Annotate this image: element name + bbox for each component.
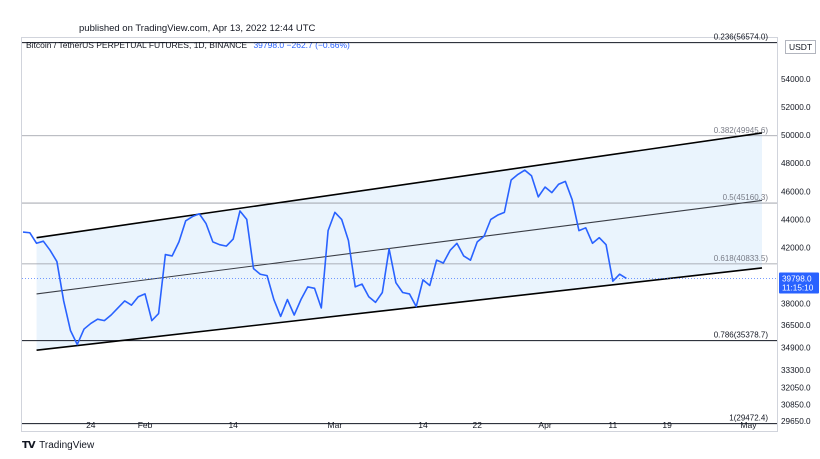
channel-lower-line (36, 267, 763, 351)
fib-level-label: 0.618(40833.5) (714, 254, 769, 263)
chart-frame[interactable] (21, 37, 778, 432)
tradingview-footer: 𝗧𝗩 TradingView (22, 440, 94, 451)
time-axis-tick-label: Mar (328, 420, 343, 430)
time-axis-tick-label: 14 (418, 420, 428, 430)
price-axis-tick-label: 38000.0 (781, 300, 811, 309)
time-axis-tick-label: Apr (538, 420, 551, 430)
time-axis-tick-label: Feb (138, 420, 153, 430)
quote-values: 39798.0 −262.7 (−0.66%) (253, 40, 350, 50)
price-axis-tick-label: 42000.0 (781, 244, 811, 253)
price-axis-tick-label: 46000.0 (781, 187, 811, 196)
time-axis-tick-label: 22 (473, 420, 483, 430)
last-price-countdown: 11:15:10 (782, 283, 814, 292)
symbol-title: Bitcoin / TetherUS PERPETUAL FUTURES, 1D… (26, 40, 248, 50)
price-axis-tick-label: 30850.0 (781, 400, 811, 409)
price-axis-tick-label: 32050.0 (781, 383, 811, 392)
price-axis-tick-label: 52000.0 (781, 103, 811, 112)
price-axis-tick-label: 36500.0 (781, 321, 811, 330)
channel-fill (36, 132, 762, 351)
fib-level-label: 0.382(49945.6) (714, 126, 769, 135)
fib-level-label: 0.236(56574.0) (714, 33, 769, 42)
fib-level-label: 0.5(45160.3) (723, 193, 769, 202)
time-axis-tick-label: 14 (228, 420, 238, 430)
symbol-legend[interactable]: Bitcoin / TetherUS PERPETUAL FUTURES, 1D… (26, 40, 350, 50)
currency-unit-label[interactable]: USDT (785, 40, 817, 54)
price-axis-tick-label: 54000.0 (781, 75, 811, 84)
price-axis-tick-label: 48000.0 (781, 159, 811, 168)
price-axis-tick-label: 44000.0 (781, 215, 811, 224)
time-axis-tick-label: May (740, 420, 757, 430)
time-axis-tick-label: 24 (86, 420, 96, 430)
last-price-tag-value: 39798.0 (782, 274, 812, 283)
time-axis-tick-label: 11 (608, 420, 617, 430)
fib-level-label: 0.786(35378.7) (714, 331, 769, 340)
fib-level-label: 1(29472.4) (729, 414, 768, 423)
price-axis-tick-label: 50000.0 (781, 131, 811, 140)
published-note: published on TradingView.com, Apr 13, 20… (79, 23, 316, 34)
last-price-tag (779, 272, 819, 294)
price-axis-tick-label: 34900.0 (781, 343, 811, 352)
tradingview-brand: TradingView (39, 440, 95, 451)
price-axis-tick-label: 29650.0 (781, 417, 811, 426)
price-series-line (22, 169, 627, 346)
tradingview-logo-icon: 𝗧𝗩 (22, 440, 36, 451)
price-axis-tick-label: 33300.0 (781, 366, 811, 375)
channel-upper-line (36, 132, 763, 239)
time-axis-tick-label: 19 (662, 420, 672, 430)
